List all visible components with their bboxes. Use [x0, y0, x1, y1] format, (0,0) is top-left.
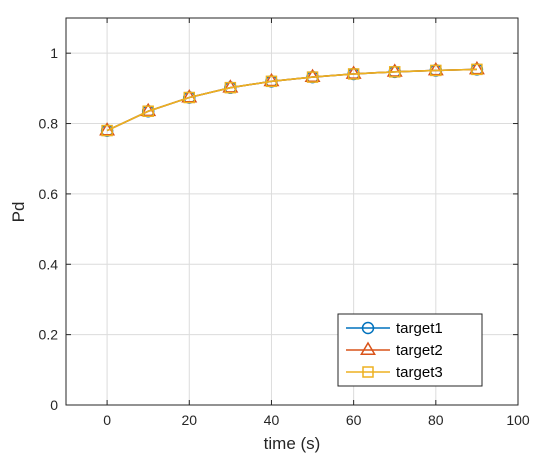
data-point-target3 — [265, 75, 278, 88]
grid — [66, 18, 519, 406]
data-point-target3 — [388, 66, 401, 78]
y-tick-label: 0.4 — [39, 256, 59, 272]
y-tick-label: 0.6 — [39, 186, 59, 202]
y-tick-label: 0.2 — [39, 327, 59, 343]
y-tick-label: 0 — [50, 397, 58, 413]
x-tick-label: 60 — [346, 412, 362, 428]
x-tick-label: 0 — [103, 412, 111, 428]
data-point-target3 — [224, 81, 237, 94]
ticks: 0 20 40 60 80 100 0 0.2 0.4 0.6 0.8 1 — [39, 18, 530, 428]
data-point-target3 — [142, 105, 154, 117]
legend: target1 target2 target3 — [337, 313, 483, 387]
data-point-target2 — [263, 72, 280, 87]
plot-frame — [65, 17, 519, 406]
data-point-target3 — [471, 63, 483, 76]
data-point-target2 — [427, 61, 444, 76]
data-point-target2 — [222, 79, 239, 93]
series-line-target3 — [106, 68, 477, 132]
data-point-target2 — [386, 63, 403, 77]
data-point-target3 — [347, 68, 360, 80]
data-point-target2 — [304, 68, 321, 83]
legend-label-target2: target2 — [396, 342, 443, 359]
y-axis-label: Pd — [9, 202, 28, 223]
y-tick-label: 1 — [50, 45, 58, 61]
data-point-target3 — [430, 64, 442, 77]
x-tick-label: 100 — [506, 412, 530, 428]
x-axis-label: time (s) — [264, 434, 321, 453]
legend-marker-target3 — [362, 366, 374, 378]
series-layer — [99, 60, 485, 137]
x-tick-label: 20 — [181, 412, 197, 428]
x-tick-label: 80 — [428, 412, 444, 428]
data-point-target3 — [183, 91, 196, 104]
data-point-target2 — [468, 60, 485, 75]
legend-label-target3: target3 — [396, 364, 443, 381]
legend-marker-target2 — [360, 341, 376, 355]
x-tick-label: 40 — [264, 412, 280, 428]
data-point-target2 — [345, 65, 362, 79]
data-point-target3 — [101, 124, 113, 137]
series-target3 — [101, 63, 483, 137]
y-tick-label: 0.8 — [39, 116, 59, 132]
legend-label-target1: target1 — [396, 320, 443, 337]
legend-marker-target1 — [361, 321, 375, 335]
data-point-target3 — [306, 71, 319, 83]
